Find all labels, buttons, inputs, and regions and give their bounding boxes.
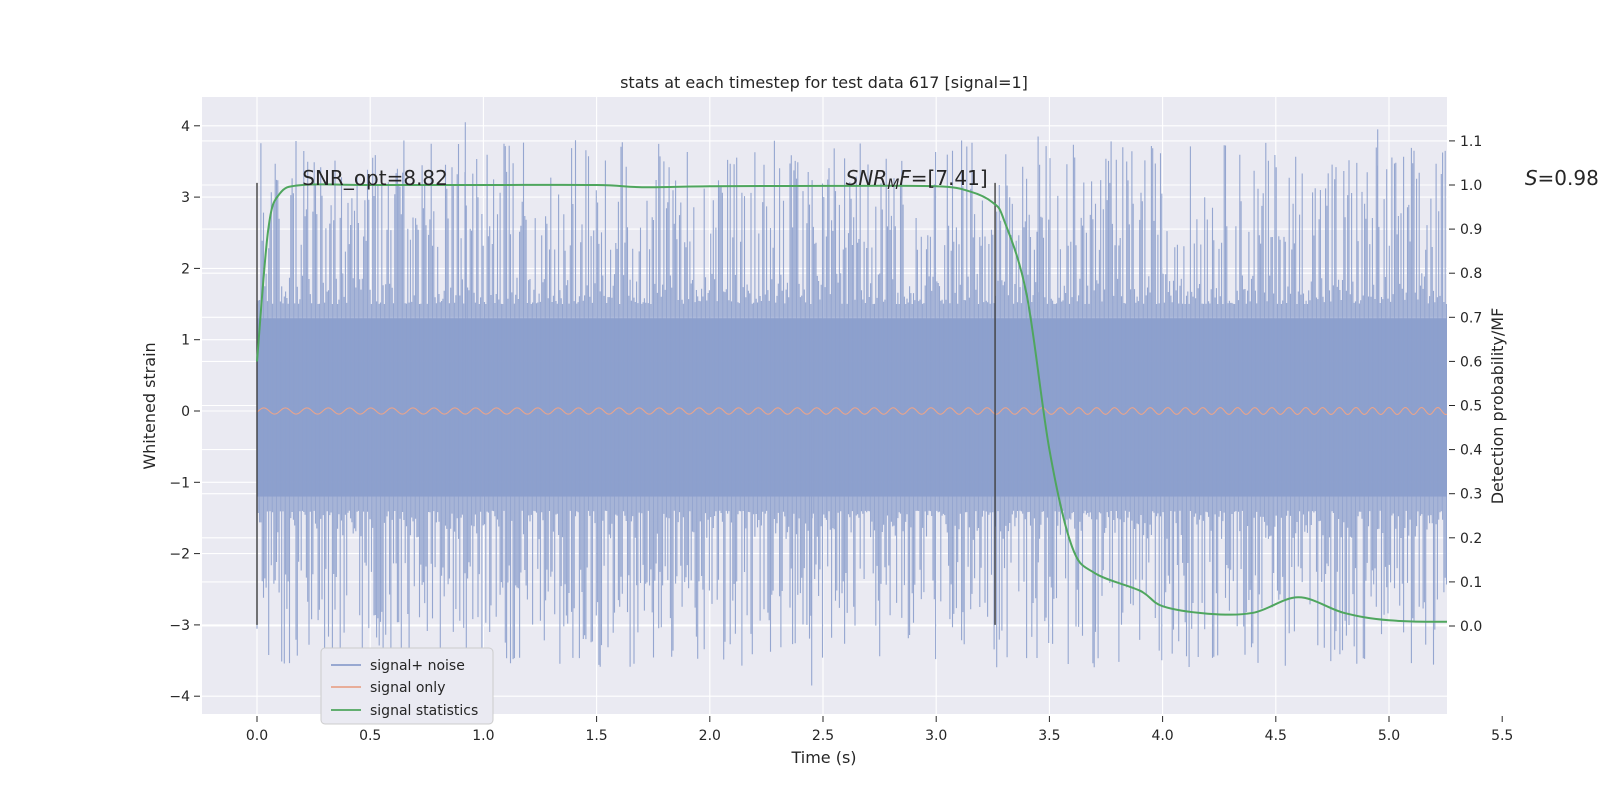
y-tick-label: −4 bbox=[169, 689, 190, 705]
y2-tick-label: 1.1 bbox=[1460, 134, 1482, 150]
chart-title: stats at each timestep for test data 617… bbox=[620, 73, 1028, 92]
y-tick-label: 1 bbox=[181, 333, 190, 349]
x-tick-label: 0.5 bbox=[359, 728, 381, 744]
x-tick-label: 5.5 bbox=[1491, 728, 1513, 744]
x-tick-label: 1.5 bbox=[585, 728, 607, 744]
series-signal-only bbox=[256, 407, 1447, 415]
annotation-3: S=0.98 bbox=[1525, 166, 1599, 190]
y2-tick-label: 0.3 bbox=[1460, 487, 1482, 503]
y2-tick-label: 0.4 bbox=[1460, 443, 1482, 459]
y2-tick-label: 0.5 bbox=[1460, 399, 1482, 415]
x-tick-label: 2.5 bbox=[812, 728, 834, 744]
x-tick-label: 3.0 bbox=[925, 728, 947, 744]
y-tick-label: 0 bbox=[181, 404, 190, 420]
y-tick-label: −3 bbox=[169, 618, 190, 634]
series-signal-statistics bbox=[256, 183, 1447, 623]
annotation-2: SNRMF=[7.41] bbox=[846, 166, 988, 193]
x-axis-ticks: 0.00.51.01.52.02.53.03.54.04.55.05.56.06… bbox=[246, 716, 1513, 744]
y2-tick-label: 0.2 bbox=[1460, 531, 1482, 547]
y2-tick-label: 0.7 bbox=[1460, 310, 1482, 326]
legend-label-signal-only: signal only bbox=[370, 680, 445, 696]
y2-tick-label: 0.8 bbox=[1460, 266, 1482, 282]
y2-axis-label: Detection probability/MF bbox=[1488, 308, 1507, 505]
x-tick-label: 2.0 bbox=[699, 728, 721, 744]
signal-only-trace bbox=[256, 407, 1447, 415]
y-axis-label: Whitened strain bbox=[140, 342, 159, 469]
y2-tick-label: 0.1 bbox=[1460, 575, 1482, 591]
y2-tick-label: 0.0 bbox=[1460, 619, 1482, 635]
legend-label-signal-noise: signal+ noise bbox=[370, 658, 465, 674]
y-tick-label: 4 bbox=[181, 119, 190, 135]
x-tick-label: 4.0 bbox=[1151, 728, 1173, 744]
legend: signal+ noise signal only signal statist… bbox=[320, 647, 494, 725]
annotation-1: SNR_opt=8.82 bbox=[302, 166, 448, 190]
y2-tick-label: 0.9 bbox=[1460, 222, 1482, 238]
legend-box bbox=[320, 647, 494, 725]
vertical-markers bbox=[256, 182, 996, 625]
y2-tick-label: 0.6 bbox=[1460, 354, 1482, 370]
y-tick-label: 2 bbox=[181, 261, 190, 277]
x-axis-label: Time (s) bbox=[790, 748, 856, 767]
y-tick-label: −2 bbox=[169, 547, 190, 563]
y-axis-ticks: 4 3 2 1 0 −1 −2 −3 −4 bbox=[169, 119, 200, 705]
y-tick-label: −1 bbox=[169, 475, 190, 491]
x-tick-label: 5.0 bbox=[1378, 728, 1400, 744]
signal-statistics-line bbox=[256, 183, 1447, 623]
x-tick-label: 1.0 bbox=[472, 728, 494, 744]
x-tick-label: 0.0 bbox=[246, 728, 268, 744]
y2-tick-label: 1.0 bbox=[1460, 178, 1482, 194]
y-tick-label: 3 bbox=[181, 190, 190, 206]
legend-label-signal-statistics: signal statistics bbox=[370, 703, 478, 719]
x-tick-label: 4.5 bbox=[1265, 728, 1287, 744]
y2-axis-ticks: 1.1 1.0 0.9 0.8 0.7 0.6 0.5 0.4 0.3 0.2 0.1 0.0 bbox=[1449, 134, 1482, 635]
x-tick-label: 3.5 bbox=[1038, 728, 1060, 744]
